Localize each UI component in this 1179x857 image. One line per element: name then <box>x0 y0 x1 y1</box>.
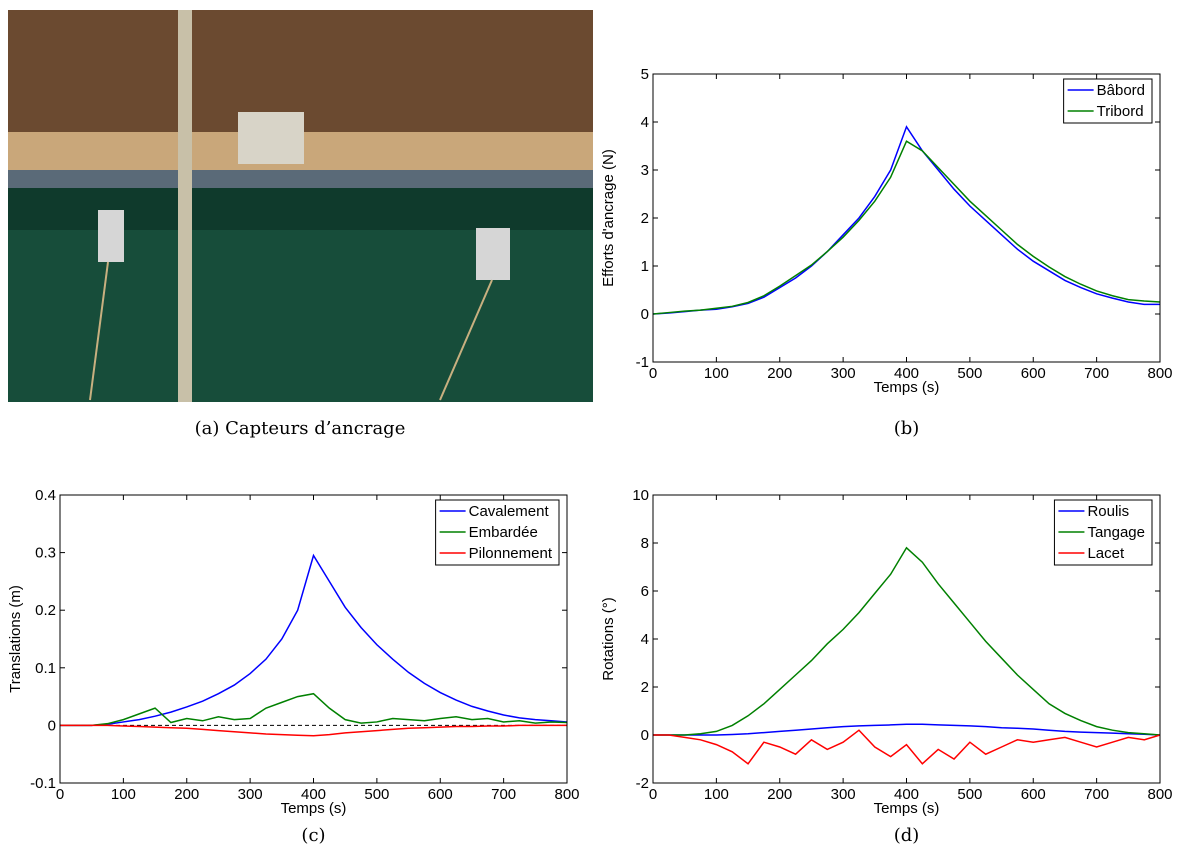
x-tick-label: 0 <box>56 786 64 803</box>
x-tick-label: 200 <box>767 786 792 803</box>
series-line <box>653 729 1161 765</box>
legend: Cavalement Embardée Pilonnement <box>435 499 560 566</box>
x-axis-label: Temps (s) <box>874 800 940 817</box>
photo-box <box>238 112 304 164</box>
legend: Roulis Tangage Lacet <box>1053 499 1153 566</box>
plot-frame <box>59 494 568 784</box>
y-tick-label: 2 <box>641 210 649 227</box>
series-line <box>653 546 1161 736</box>
photo-rail <box>8 170 593 188</box>
y-tick-label: 8 <box>641 535 649 552</box>
photo-rope <box>439 279 493 401</box>
x-tick-label: 200 <box>767 365 792 382</box>
series-line <box>652 140 1161 315</box>
y-tick-label: 0 <box>641 306 649 323</box>
x-tick-label: 300 <box>238 786 263 803</box>
legend-label: Tangage <box>1087 524 1145 541</box>
caption: (d) <box>894 825 920 846</box>
x-tick-label: 0 <box>649 365 657 382</box>
legend-label: Lacet <box>1087 545 1125 562</box>
legend-frame <box>1063 78 1153 124</box>
x-tick-label: 700 <box>491 786 516 803</box>
x-tick-label: 600 <box>1021 365 1046 382</box>
legend-label: Cavalement <box>469 503 550 520</box>
x-axis-label: Temps (s) <box>874 379 940 396</box>
legend-label: Tribord <box>1097 103 1144 120</box>
y-tick-label: -0.1 <box>30 775 56 792</box>
photo-sensor <box>98 210 124 262</box>
caption: (b) <box>894 418 920 439</box>
photo-pole <box>178 10 192 402</box>
series-line <box>60 692 568 727</box>
y-tick-label: -2 <box>636 775 649 792</box>
legend-label: Pilonnement <box>469 545 553 562</box>
y-tick-label: -1 <box>636 354 649 371</box>
plot-frame <box>652 494 1161 784</box>
x-tick-label: 400 <box>894 786 919 803</box>
photo-sensor <box>476 228 510 280</box>
legend: Bâbord Tribord <box>1063 78 1153 124</box>
x-tick-label: 800 <box>1147 365 1172 382</box>
y-tick-label: 0.2 <box>35 602 56 619</box>
y-tick-label: 6 <box>641 583 649 600</box>
y-tick-label: 0.1 <box>35 660 56 677</box>
y-tick-label: 0 <box>48 717 56 734</box>
x-tick-label: 700 <box>1084 786 1109 803</box>
legend-label: Bâbord <box>1097 82 1145 99</box>
y-tick-label: 0.4 <box>35 487 56 504</box>
x-tick-label: 500 <box>364 786 389 803</box>
series-line <box>60 553 568 727</box>
y-tick-label: 1 <box>641 258 649 275</box>
x-tick-label: 300 <box>831 786 856 803</box>
y-tick-label: 0.3 <box>35 545 56 562</box>
y-tick-label: 4 <box>641 114 649 131</box>
x-axis-label: Temps (s) <box>281 800 347 817</box>
x-tick-label: 200 <box>174 786 199 803</box>
x-tick-label: 700 <box>1084 365 1109 382</box>
x-tick-label: 400 <box>301 786 326 803</box>
y-axis-label: Translations (m) <box>7 585 24 693</box>
x-tick-label: 600 <box>428 786 453 803</box>
x-tick-label: 400 <box>894 365 919 382</box>
x-tick-label: 500 <box>957 786 982 803</box>
x-tick-label: 800 <box>1147 786 1172 803</box>
plot-frame <box>652 73 1161 363</box>
photo <box>8 10 593 402</box>
y-tick-label: 4 <box>641 631 649 648</box>
y-axis-label: Efforts d'ancrage (N) <box>600 149 617 287</box>
caption: (a) Capteurs d’ancrage <box>195 418 406 439</box>
y-tick-label: 10 <box>632 487 649 504</box>
x-tick-label: 100 <box>704 365 729 382</box>
x-tick-label: 500 <box>957 365 982 382</box>
x-tick-label: 0 <box>649 786 657 803</box>
photo-rope <box>89 261 109 401</box>
caption: (c) <box>301 825 325 846</box>
y-tick-label: 2 <box>641 679 649 696</box>
series-line <box>653 723 1161 736</box>
x-tick-label: 100 <box>704 786 729 803</box>
x-tick-label: 600 <box>1021 786 1046 803</box>
series-line <box>60 724 567 737</box>
y-axis-label: Rotations (°) <box>600 597 617 681</box>
legend-label: Roulis <box>1087 503 1129 520</box>
y-tick-label: 5 <box>641 66 649 83</box>
legend-label: Embardée <box>469 524 538 541</box>
y-tick-label: 0 <box>641 727 649 744</box>
y-tick-label: 3 <box>641 162 649 179</box>
x-tick-label: 100 <box>111 786 136 803</box>
x-tick-label: 800 <box>554 786 579 803</box>
x-tick-label: 300 <box>831 365 856 382</box>
